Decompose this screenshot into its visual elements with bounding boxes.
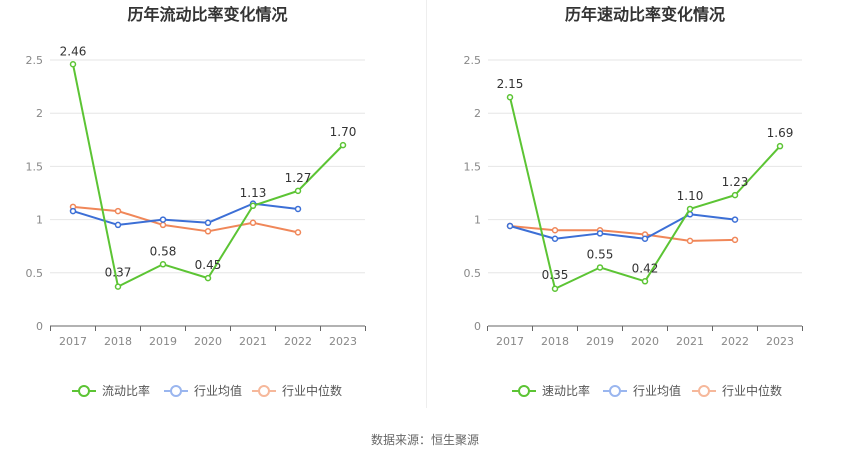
right-x-tick-label: 2021 xyxy=(676,335,704,348)
right-legend-marker-avg xyxy=(609,385,621,397)
right-y-tick-label: 1.5 xyxy=(464,160,482,173)
left-data-label: 0.58 xyxy=(150,244,177,258)
left-point-avg xyxy=(204,219,212,227)
left-y-tick-label: 2.5 xyxy=(26,54,44,67)
left-legend-label-avg: 行业均值 xyxy=(194,383,242,398)
right-point-main xyxy=(506,93,514,101)
right-point-avg xyxy=(551,235,559,243)
left-y-tick-label: 1 xyxy=(36,214,43,227)
right-point-avg xyxy=(506,222,514,230)
right-data-label: 1.23 xyxy=(722,175,749,189)
right-point-median xyxy=(686,237,694,245)
left-data-label: 1.70 xyxy=(330,125,357,139)
left-point-avg xyxy=(159,216,167,223)
right-legend-label-median: 行业中位数 xyxy=(722,383,782,398)
left-point-median xyxy=(159,221,167,229)
left-legend-marker-median xyxy=(258,385,270,397)
left-point-median xyxy=(204,228,212,235)
current-ratio-chart: 历年流动比率变化情况 0 0.5 1 1.5 2 2.5 2017 2018 2019 2020 20… xyxy=(26,5,366,398)
right-x-tick-label: 2019 xyxy=(586,335,614,348)
right-series-line-avg xyxy=(509,213,736,240)
left-x-tick-label: 2017 xyxy=(59,335,87,348)
right-y-tick-label: 2.5 xyxy=(464,54,482,67)
left-point-main xyxy=(339,141,347,149)
left-point-avg xyxy=(294,205,302,213)
left-data-label: 1.13 xyxy=(240,186,267,200)
right-y-tick-label: 2 xyxy=(474,107,481,120)
right-data-label: 0.42 xyxy=(632,261,659,275)
left-legend-label-main: 流动比率 xyxy=(102,383,150,398)
right-legend-label-avg: 行业均值 xyxy=(633,383,681,398)
left-x-tick-label: 2018 xyxy=(104,335,132,348)
left-y-tick-label: 1.5 xyxy=(26,160,44,173)
right-point-main xyxy=(731,191,739,199)
left-data-label: 1.27 xyxy=(285,171,312,185)
data-source: 数据来源：恒生聚源 xyxy=(370,433,479,447)
left-x-tick-label: 2023 xyxy=(329,335,357,348)
left-y-tick-label: 0 xyxy=(36,320,43,333)
left-legend-marker-main xyxy=(78,385,90,397)
right-y-tick-label: 0 xyxy=(474,320,481,333)
left-point-median xyxy=(249,219,257,227)
left-point-median xyxy=(114,207,122,215)
left-x-tick-label: 2022 xyxy=(284,335,312,348)
left-point-main xyxy=(204,274,212,282)
left-point-main xyxy=(294,187,302,195)
left-data-label: 0.37 xyxy=(105,266,132,280)
right-y-tick-label: 1 xyxy=(474,214,481,227)
right-point-main xyxy=(686,205,694,213)
right-data-label: 0.35 xyxy=(542,268,569,282)
left-point-avg xyxy=(114,221,122,229)
quick-ratio-chart: 历年速动比率变化情况 0 0.5 1 1.5 2 2.5 2017 2018 2019 2020 20… xyxy=(464,5,803,398)
right-series-line-median xyxy=(509,224,736,242)
left-x-tick-label: 2021 xyxy=(239,335,267,348)
right-point-main xyxy=(776,142,784,150)
right-data-label: 0.55 xyxy=(587,247,614,261)
left-data-label: 0.45 xyxy=(195,258,222,272)
left-point-main xyxy=(69,61,77,68)
left-legend-label-median: 行业中位数 xyxy=(282,383,342,398)
right-point-avg xyxy=(596,230,604,237)
left-point-main xyxy=(159,261,167,268)
right-legend-label-main: 速动比率 xyxy=(542,383,590,398)
left-x-tick-label: 2019 xyxy=(149,335,177,348)
left-y-tick-label: 0.5 xyxy=(26,267,44,280)
right-series-line-main xyxy=(509,97,781,290)
left-series-line-median xyxy=(72,205,299,234)
left-point-main xyxy=(249,202,257,210)
right-data-label: 1.10 xyxy=(677,189,704,203)
left-point-main xyxy=(114,283,122,290)
right-chart-title: 历年速动比率变化情况 xyxy=(565,5,725,24)
right-x-tick-label: 2018 xyxy=(541,335,569,348)
right-x-tick-label: 2017 xyxy=(496,335,524,348)
right-legend-marker-main xyxy=(518,385,530,397)
right-point-median xyxy=(551,226,559,234)
left-series-line-avg xyxy=(72,202,299,226)
left-point-avg xyxy=(69,207,77,215)
right-x-tick-label: 2023 xyxy=(766,335,794,348)
right-point-main xyxy=(551,285,559,293)
left-data-label: 2.46 xyxy=(60,44,87,58)
right-data-label: 1.69 xyxy=(767,126,794,140)
right-x-tick-label: 2022 xyxy=(721,335,749,348)
right-point-main xyxy=(641,278,649,285)
right-point-avg xyxy=(731,216,739,223)
left-point-median xyxy=(294,229,302,236)
right-point-avg xyxy=(641,235,649,243)
left-y-tick-label: 2 xyxy=(36,107,43,120)
right-x-tick-label: 2020 xyxy=(631,335,659,348)
left-legend-marker-avg xyxy=(170,385,182,397)
right-y-tick-label: 0.5 xyxy=(464,267,482,280)
right-legend-marker-median xyxy=(698,385,710,397)
right-data-label: 2.15 xyxy=(497,77,524,91)
right-point-median xyxy=(731,236,739,244)
right-point-main xyxy=(596,264,604,271)
left-chart-title: 历年流动比率变化情况 xyxy=(127,5,287,24)
left-x-tick-label: 2020 xyxy=(194,335,222,348)
chart-divider xyxy=(426,0,427,408)
